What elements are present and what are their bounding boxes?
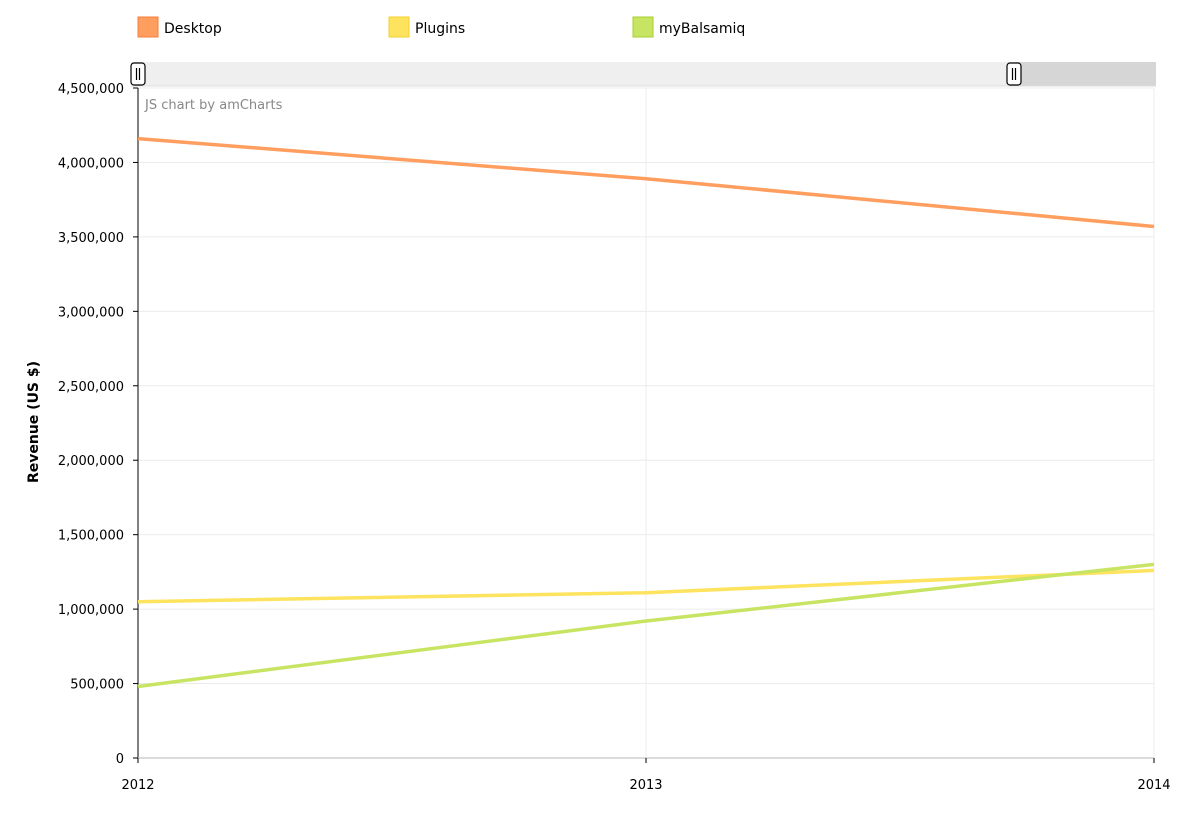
x-tick-label: 2013 bbox=[629, 778, 662, 793]
y-tick-label: 1,000,000 bbox=[58, 603, 124, 618]
legend-item-plugins[interactable]: Plugins bbox=[388, 16, 465, 38]
series-line-desktop[interactable] bbox=[137, 136, 1155, 229]
legend-label: Plugins bbox=[415, 21, 465, 37]
legend: Desktop Plugins myBalsamiq bbox=[137, 16, 745, 38]
y-tick-label: 500,000 bbox=[70, 678, 124, 693]
y-tick-label: 3,000,000 bbox=[58, 305, 124, 320]
y-tick-label: 1,500,000 bbox=[58, 529, 124, 544]
series-line-mybalsamiq[interactable] bbox=[137, 562, 1155, 689]
series-line-plugins[interactable] bbox=[137, 568, 1155, 604]
y-tick-label: 4,000,000 bbox=[58, 156, 124, 171]
grip-handle[interactable] bbox=[130, 62, 146, 86]
legend-swatch bbox=[388, 16, 410, 38]
grid-lines bbox=[138, 87, 1155, 758]
scrollbar-right-grip[interactable] bbox=[1006, 62, 1022, 86]
scrollbar-left-grip[interactable] bbox=[130, 62, 146, 86]
x-tick-label: 2012 bbox=[121, 778, 154, 793]
scrollbar-track[interactable] bbox=[131, 62, 1156, 86]
legend-label: Desktop bbox=[164, 21, 222, 37]
chart-credit[interactable]: JS chart by amCharts bbox=[144, 98, 283, 113]
grip-handle[interactable] bbox=[1006, 62, 1022, 86]
y-tick-label: 0 bbox=[116, 752, 124, 767]
y-tick-label: 2,000,000 bbox=[58, 454, 124, 469]
chart-scrollbar[interactable] bbox=[130, 62, 1156, 87]
legend-label: myBalsamiq bbox=[659, 21, 745, 37]
axes: 0 500,000 1,000,000 1,500,000 2,000,000 2,500… bbox=[58, 82, 1171, 793]
y-tick-label: 4,500,000 bbox=[58, 82, 124, 97]
x-tick-label: 2014 bbox=[1137, 778, 1170, 793]
legend-swatch bbox=[137, 16, 159, 38]
legend-item-mybalsamiq[interactable]: myBalsamiq bbox=[632, 16, 745, 38]
legend-item-desktop[interactable]: Desktop bbox=[137, 16, 222, 38]
y-tick-label: 3,500,000 bbox=[58, 231, 124, 246]
y-axis-title: Revenue (US $) bbox=[26, 361, 42, 483]
plot-area bbox=[137, 136, 1155, 689]
y-tick-label: 2,500,000 bbox=[58, 380, 124, 395]
scrollbar-dim-region bbox=[1016, 62, 1156, 86]
legend-swatch bbox=[632, 16, 654, 38]
